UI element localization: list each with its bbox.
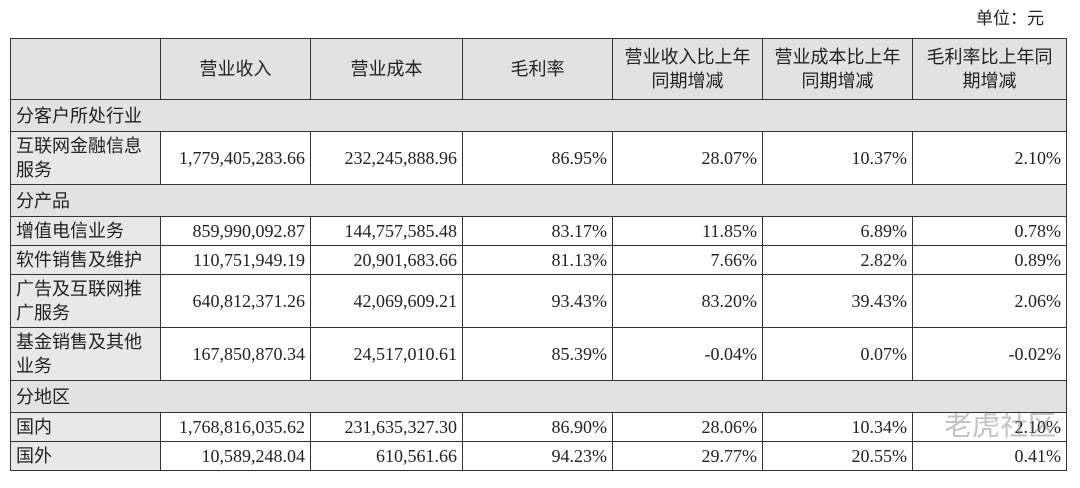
cell: 110,751,949.19 (160, 245, 311, 275)
cell: 2.06% (912, 274, 1067, 328)
cell: 83.17% (462, 216, 613, 246)
cell: 83.20% (612, 274, 763, 328)
row-label: 基金销售及其他业务 (10, 327, 161, 381)
cell: 81.13% (462, 245, 613, 275)
cell: 29.77% (612, 441, 763, 471)
row-label: 互联网金融信息服务 (10, 131, 161, 185)
data-row: 国外 10,589,248.04 610,561.66 94.23% 29.77% 20.… (10, 441, 1067, 471)
cell: 6.89% (762, 216, 913, 246)
header-row: 营业收入 营业成本 毛利率 营业收入比上年同期增减 营业成本比上年同期增减 毛利率比上年同… (10, 38, 1067, 100)
section-row: 分地区 (10, 380, 1067, 413)
row-label: 国内 (10, 412, 161, 442)
data-row: 软件销售及维护 110,751,949.19 20,901,683.66 81.13%… (10, 245, 1067, 275)
header-cell: 毛利率 (462, 38, 613, 100)
cell: 28.06% (612, 412, 763, 442)
cell: 232,245,888.96 (310, 131, 463, 185)
cell: -0.02% (912, 327, 1067, 381)
cell: 0.07% (762, 327, 913, 381)
cell: 10.37% (762, 131, 913, 185)
data-row: 广告及互联网推广服务 640,812,371.26 42,069,609.21 93.… (10, 274, 1067, 328)
cell: 231,635,327.30 (310, 412, 463, 442)
cell: -0.04% (612, 327, 763, 381)
cell: 93.43% (462, 274, 613, 328)
section-title: 分地区 (10, 380, 1067, 413)
cell: 2.10% (912, 131, 1067, 185)
header-cell: 毛利率比上年同期增减 (912, 38, 1067, 100)
cell: 20,901,683.66 (310, 245, 463, 275)
header-cell: 营业收入 (160, 38, 311, 100)
cell: 144,757,585.48 (310, 216, 463, 246)
section-row: 分客户所处行业 (10, 99, 1067, 132)
cell: 10.34% (762, 412, 913, 442)
data-row: 国内 1,768,816,035.62 231,635,327.30 86.90% 28… (10, 412, 1067, 442)
header-cell: 营业收入比上年同期增减 (612, 38, 763, 100)
header-cell (10, 38, 161, 100)
cell: 1,768,816,035.62 (160, 412, 311, 442)
row-label: 增值电信业务 (10, 216, 161, 246)
header-cell: 营业成本比上年同期增减 (762, 38, 913, 100)
row-label: 软件销售及维护 (10, 245, 161, 275)
revenue-table: 营业收入 营业成本 毛利率 营业收入比上年同期增减 营业成本比上年同期增减 毛利率比上年同… (10, 38, 1067, 471)
data-row: 基金销售及其他业务 167,850,870.34 24,517,010.61 85.3… (10, 327, 1067, 381)
cell: 640,812,371.26 (160, 274, 311, 328)
cell: 2.10% (912, 412, 1067, 442)
row-label: 广告及互联网推广服务 (10, 274, 161, 328)
data-row: 增值电信业务 859,990,092.87 144,757,585.48 83.17%… (10, 216, 1067, 246)
cell: 39.43% (762, 274, 913, 328)
cell: 11.85% (612, 216, 763, 246)
cell: 7.66% (612, 245, 763, 275)
cell: 86.95% (462, 131, 613, 185)
unit-label: 单位：元 (976, 9, 1044, 28)
cell: 859,990,092.87 (160, 216, 311, 246)
cell: 10,589,248.04 (160, 441, 311, 471)
cell: 85.39% (462, 327, 613, 381)
cell: 0.41% (912, 441, 1067, 471)
cell: 0.78% (912, 216, 1067, 246)
cell: 42,069,609.21 (310, 274, 463, 328)
cell: 20.55% (762, 441, 913, 471)
header-cell: 营业成本 (310, 38, 463, 100)
row-label: 国外 (10, 441, 161, 471)
cell: 24,517,010.61 (310, 327, 463, 381)
cell: 94.23% (462, 441, 613, 471)
cell: 0.89% (912, 245, 1067, 275)
cell: 28.07% (612, 131, 763, 185)
data-row: 互联网金融信息服务 1,779,405,283.66 232,245,888.96 8… (10, 131, 1067, 185)
watermark: 老虎社区 (944, 409, 1057, 442)
section-row: 分产品 (10, 184, 1067, 217)
cell: 2.82% (762, 245, 913, 275)
cell: 1,779,405,283.66 (160, 131, 311, 185)
section-title: 分产品 (10, 184, 1067, 217)
cell: 167,850,870.34 (160, 327, 311, 381)
cell: 86.90% (462, 412, 613, 442)
cell: 610,561.66 (310, 441, 463, 471)
section-title: 分客户所处行业 (10, 99, 1067, 132)
